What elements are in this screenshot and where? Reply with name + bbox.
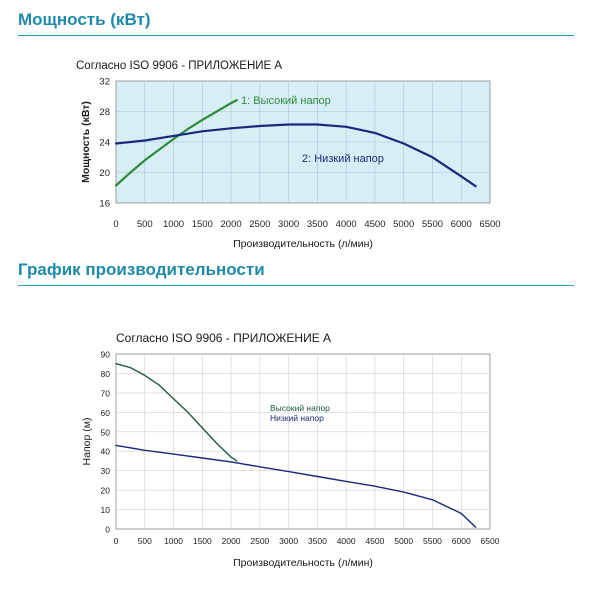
x-tick-label: 4500 (365, 536, 384, 546)
x-tick-label: 6500 (479, 219, 500, 230)
x-tick-label: 6000 (451, 219, 472, 230)
y-tick-label: 20 (101, 486, 111, 496)
series-label-1: Высокий напор (270, 403, 330, 413)
y-tick-label: 24 (99, 138, 110, 149)
y-tick-label: 80 (101, 369, 111, 379)
chart-title: Согласно ISO 9906 - ПРИЛОЖЕНИЕ А (76, 60, 282, 72)
plot-area (115, 353, 491, 530)
head-chart: Согласно ISO 9906 - ПРИЛОЖЕНИЕ А0 500 1000… (81, 331, 500, 569)
y-tick-label: 32 (99, 77, 110, 88)
power-chart: Согласно ISO 9906 - ПРИЛОЖЕНИЕ А 0 500 1000… (76, 60, 501, 250)
x-tick-label: 5000 (394, 536, 413, 546)
x-tick-label: 2500 (250, 536, 269, 546)
x-tick-label: 5000 (393, 219, 414, 230)
series-label-2: 2: Низкий напор (302, 153, 384, 165)
x-tick-label: 0 (114, 536, 119, 546)
x-tick-label: 5500 (422, 219, 443, 230)
x-tick-label: 1500 (192, 219, 213, 230)
series-line-1 (115, 363, 238, 462)
y-tick-label: 30 (101, 466, 111, 476)
x-tick-label: 1000 (164, 536, 183, 546)
performance-section-divider (18, 285, 574, 286)
x-tick-label: 3500 (307, 219, 328, 230)
power-section-title: Мощность (кВт) (18, 10, 151, 29)
x-tick-label: 3500 (308, 536, 327, 546)
y-tick-label: 28 (99, 107, 110, 118)
x-tick-label: 6500 (481, 536, 500, 546)
x-tick-label: 3000 (278, 219, 299, 230)
x-tick-label: 4500 (364, 219, 385, 230)
y-tick-label: 50 (101, 427, 111, 437)
x-tick-label: 1500 (193, 536, 212, 546)
y-tick-label: 90 (101, 350, 111, 360)
series-label-2: Низкий напор (270, 413, 324, 423)
x-tick-label: 2000 (221, 219, 242, 230)
performance-section-title: График производительности (18, 260, 265, 279)
x-tick-label: 1000 (163, 219, 184, 230)
series-label-1: 1: Высокий напор (241, 95, 331, 107)
power-section-divider (18, 35, 574, 36)
y-tick-label: 10 (101, 505, 111, 515)
x-tick-label: 500 (137, 219, 153, 230)
x-tick-label: 0 (113, 219, 118, 230)
x-tick-label: 2500 (249, 219, 270, 230)
x-tick-label: 5500 (423, 536, 442, 546)
y-tick-label: 0 (105, 525, 110, 535)
chart-title: Согласно ISO 9906 - ПРИЛОЖЕНИЕ А (116, 331, 331, 345)
y-tick-label: 40 (101, 447, 111, 457)
x-tick-label: 3000 (279, 536, 298, 546)
y-tick-label: 60 (101, 408, 111, 418)
y-tick-label: 16 (99, 199, 110, 210)
y-tick-label: 70 (101, 388, 111, 398)
x-axis-label: Производительность (л/мин) (233, 238, 373, 250)
series-line-2 (114, 123, 477, 188)
y-tick-label: 20 (99, 168, 110, 179)
x-axis-label: Производительность (л/мин) (233, 557, 373, 569)
y-axis-label: Напор (м) (81, 418, 93, 466)
x-tick-label: 4000 (336, 219, 357, 230)
x-tick-label: 4000 (337, 536, 356, 546)
y-axis-label: Мощность (кВт) (80, 101, 92, 183)
x-tick-label: 500 (138, 536, 152, 546)
x-tick-label: 2000 (222, 536, 241, 546)
series-line-2 (115, 444, 477, 528)
x-tick-label: 6000 (452, 536, 471, 546)
